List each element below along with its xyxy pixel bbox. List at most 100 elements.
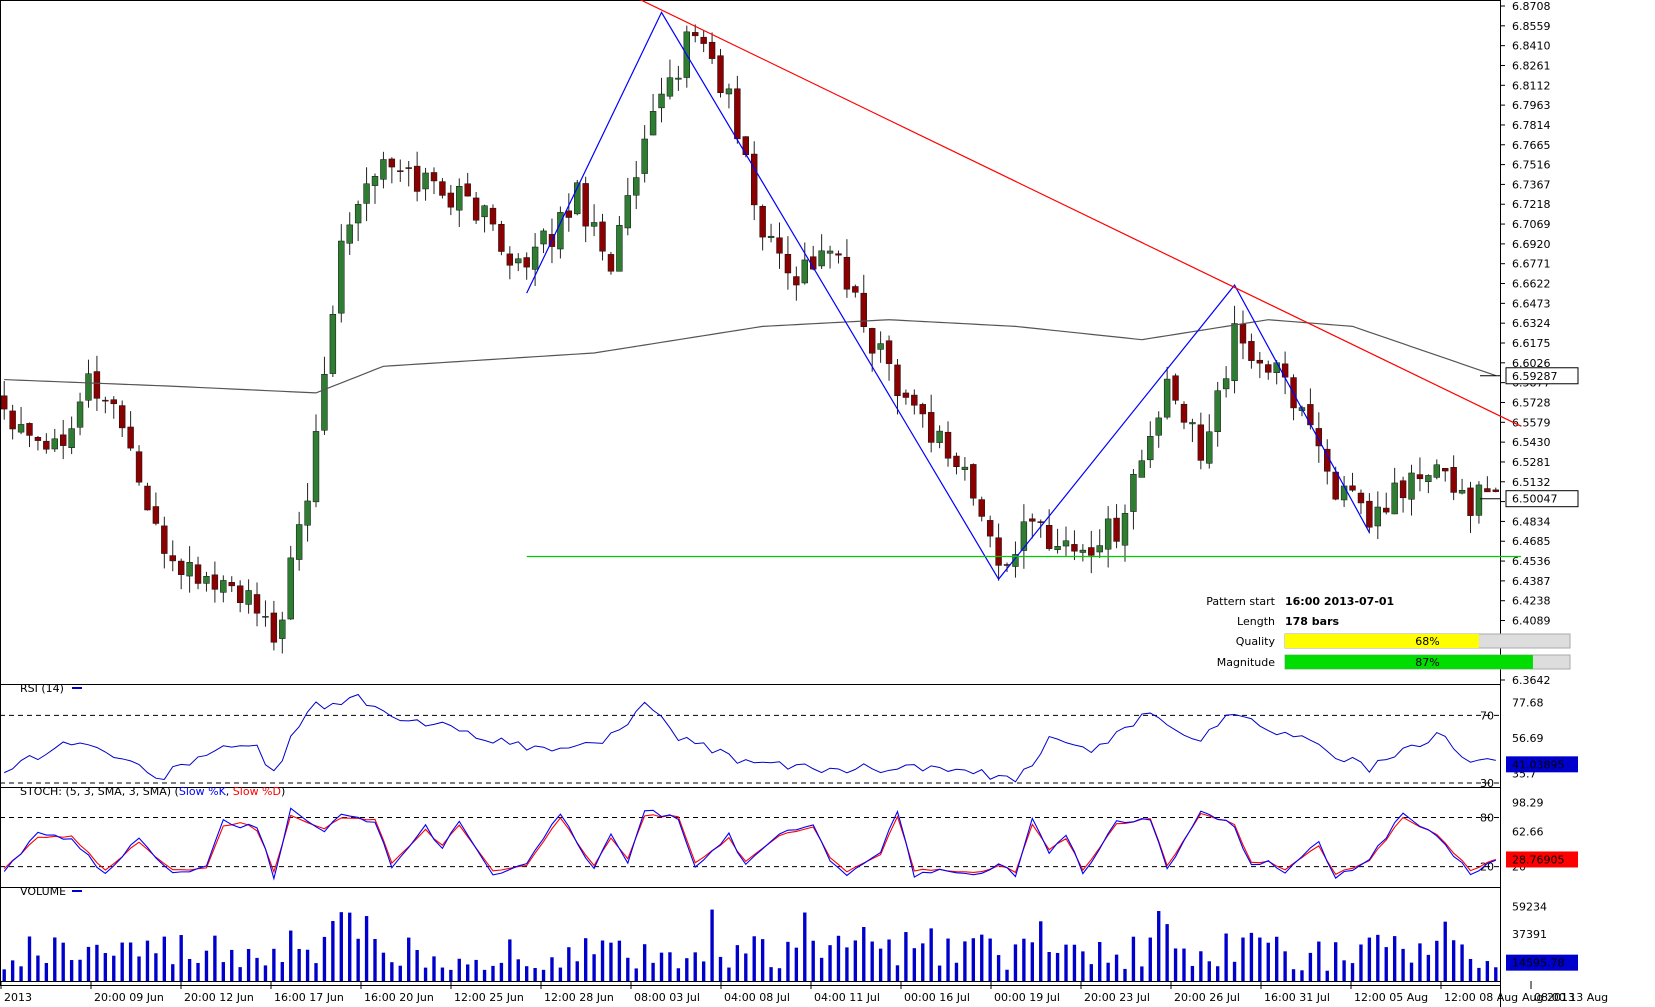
volume-bar <box>685 958 689 981</box>
volume-bar <box>10 960 15 981</box>
bullish-candle <box>1189 422 1196 425</box>
volume-bar <box>1485 961 1490 981</box>
volume-bar <box>1443 921 1447 981</box>
volume-bar <box>1342 960 1346 981</box>
stoch-current-box <box>1506 851 1578 868</box>
volume-bar <box>735 945 740 981</box>
volume-bar <box>1140 966 1144 981</box>
bearish-candle <box>1180 403 1188 423</box>
volume-bar <box>1468 958 1473 981</box>
volume-bar <box>53 937 57 981</box>
bullish-candle <box>1079 549 1087 553</box>
volume-bar <box>1308 952 1313 981</box>
volume-bar <box>1165 924 1169 981</box>
bearish-candle <box>995 537 1002 566</box>
volume-bar <box>381 952 386 981</box>
time-tick-label: 20:00 26 Jul <box>1174 991 1240 1004</box>
volume-bar <box>744 953 748 981</box>
bullish-candle <box>515 258 522 264</box>
bearish-candle <box>759 206 766 238</box>
bullish-candle <box>590 222 598 227</box>
volume-bar <box>516 959 520 981</box>
volume-bar <box>1241 937 1245 981</box>
volume-bar <box>971 938 975 981</box>
volume-bar <box>432 956 436 981</box>
bearish-candle <box>1450 467 1457 493</box>
volume-bar <box>499 962 504 981</box>
bullish-candle <box>624 195 632 229</box>
volume-bar <box>145 940 150 981</box>
bullish-candle <box>1408 472 1415 500</box>
quality-bar-fill <box>1285 634 1479 648</box>
volume-bar <box>1131 936 1136 981</box>
bearish-candle <box>1467 487 1474 516</box>
time-tick-label: 12:00 28 Jun <box>544 991 614 1004</box>
bearish-candle <box>1 395 8 410</box>
bullish-candle <box>658 93 665 109</box>
bearish-candle <box>472 197 480 221</box>
current-price-label: 6.50047 <box>1512 493 1558 506</box>
volume-bar <box>1157 911 1161 981</box>
price-tick-label: 6.6324 <box>1512 317 1551 330</box>
volume-tick-label: 59234 <box>1512 901 1547 914</box>
time-tick-label: 04:00 08 Jul <box>724 991 790 1004</box>
bullish-candle <box>649 111 657 136</box>
bearish-candle <box>776 237 783 254</box>
volume-bar <box>1013 944 1018 981</box>
bearish-candle <box>161 525 168 554</box>
bearish-candle <box>397 170 404 172</box>
bearish-candle <box>135 451 143 483</box>
volume-bar <box>1190 965 1195 981</box>
volume-bar <box>870 941 874 981</box>
bearish-candle <box>430 172 438 182</box>
time-tick-label: 12:00 08 Aug <box>1444 991 1518 1004</box>
volume-bar <box>1072 944 1077 981</box>
bearish-candle <box>1029 518 1036 522</box>
volume-bar <box>314 963 318 981</box>
volume-bar <box>246 948 251 981</box>
bearish-candle <box>565 210 573 218</box>
volume-bar <box>626 957 630 981</box>
ma-value-box <box>1505 367 1579 385</box>
bullish-candle <box>363 183 370 204</box>
bearish-candle <box>1265 364 1272 373</box>
volume-bar <box>583 938 588 981</box>
price-tick-label: 6.4238 <box>1512 595 1551 608</box>
bullish-candle <box>1475 484 1483 516</box>
stoch-level-label: 20 <box>1480 861 1494 874</box>
bearish-candle <box>1256 359 1264 364</box>
bullish-candle <box>877 343 884 350</box>
moving-average-line <box>4 319 1496 394</box>
time-tick-label: 12:00 25 Jun <box>454 991 524 1004</box>
bearish-candle <box>144 485 151 511</box>
volume-bar <box>1291 969 1296 981</box>
bearish-candle <box>9 410 16 430</box>
bearish-candle <box>1248 341 1255 361</box>
volume-bar <box>1494 967 1498 981</box>
bullish-candle <box>1163 378 1171 418</box>
bearish-candle <box>34 437 42 441</box>
magnitude-bar-fill <box>1285 655 1533 669</box>
bearish-candle <box>127 426 134 449</box>
bearish-candle <box>1383 507 1390 513</box>
stoch-title: STOCH: (5, 3, SMA, 3, SMA) (Slow %K, Slo… <box>20 785 285 798</box>
bearish-candle <box>270 612 278 643</box>
bullish-candle <box>279 619 286 639</box>
volume-bar <box>1300 970 1304 981</box>
volume-bar <box>263 965 268 981</box>
volume-bar <box>525 966 529 981</box>
bullish-candle <box>1222 378 1230 390</box>
rsi-current-label: 41.03895 <box>1512 758 1565 771</box>
volume-bar <box>1325 970 1329 981</box>
bearish-candle <box>700 36 707 44</box>
bearish-candle <box>93 371 101 399</box>
volume-bar <box>1216 966 1220 981</box>
price-tick-label: 6.6473 <box>1512 297 1551 310</box>
stoch-k-line <box>3 807 1496 881</box>
volume-bar <box>103 953 108 981</box>
bullish-candle <box>329 313 337 374</box>
time-tick-label: 16:00 17 Jun <box>274 991 344 1004</box>
bearish-candle <box>751 153 758 206</box>
pattern-start-value: 16:00 2013-07-01 <box>1285 595 1394 608</box>
time-tick-label: 20:00 12 Jun <box>184 991 254 1004</box>
